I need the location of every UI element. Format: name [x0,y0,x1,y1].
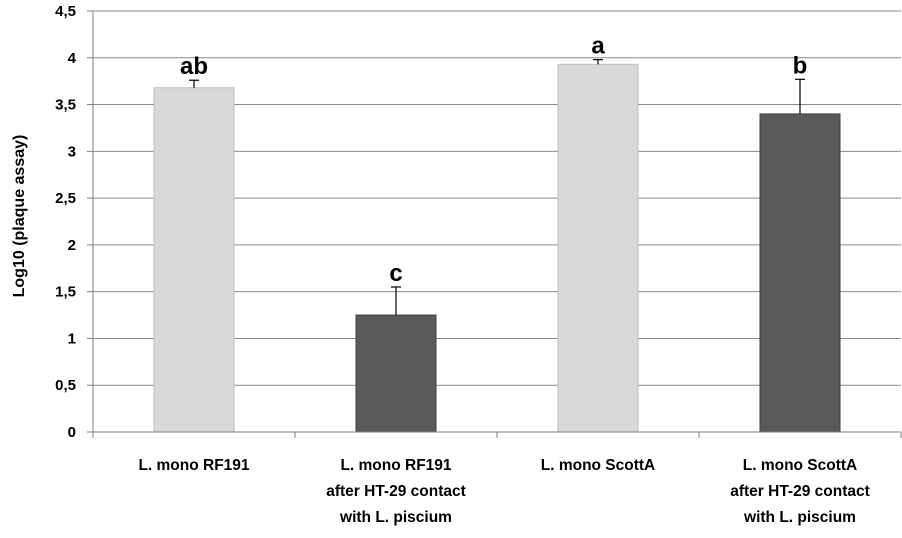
y-tick-label: 3 [68,143,76,160]
y-tick-label: 4 [68,50,77,67]
x-category-labels: L. mono RF191 L. mono RF191 after HT-29 co… [138,457,869,526]
x-category-label-line: L. mono ScottA [541,457,656,474]
significance-label: b [793,52,808,79]
bar [355,314,437,433]
x-category-label: L. mono RF191 after HT-29 contact with L. … [326,457,466,526]
x-category-label: L. mono ScottA after HT-29 contact with L.… [730,457,870,526]
x-category-label-line: after HT-29 contact [326,483,466,500]
bar [557,63,639,433]
x-category-label-line: with L. piscium [339,509,452,526]
bar [153,87,235,433]
significance-label: ab [180,53,208,80]
x-category-label-line: L. mono ScottA [743,457,858,474]
bar [759,113,841,433]
y-tick-label: 0,5 [55,377,76,394]
x-category-label-line: with L. piscium [743,509,856,526]
x-category-label-line: L. mono RF191 [138,457,249,474]
y-tick-label: 2 [68,237,76,254]
y-tick-label: 1 [68,330,76,347]
significance-label: a [591,33,605,60]
y-tick-label: 4,5 [55,3,76,20]
x-category-label-line: L. mono RF191 [340,457,451,474]
x-category-label: L. mono ScottA [541,457,656,474]
y-tick-label: 1,5 [55,284,76,301]
x-category-label: L. mono RF191 [138,457,249,474]
x-category-label-line: after HT-29 contact [730,483,870,500]
y-tick-label: 0 [68,424,76,441]
axes [87,10,902,438]
y-tick-label: 3,5 [55,97,76,114]
significance-label: c [389,260,402,287]
bars [153,63,841,433]
error-bars [189,59,805,316]
y-axis-label: Log10 (plaque assay) [11,135,28,298]
y-tick-label: 2,5 [55,190,76,207]
y-tick-labels: 0 0,5 1 1,5 2 2,5 3 3,5 4 4,5 [55,3,77,441]
